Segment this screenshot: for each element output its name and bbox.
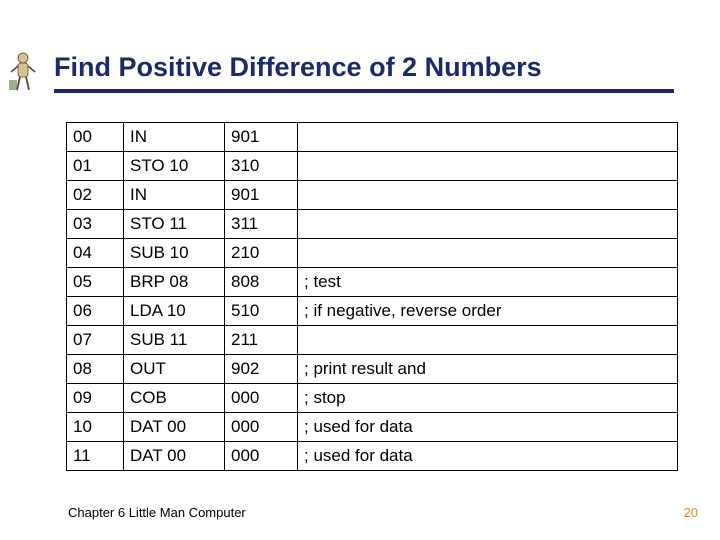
cell-mnemonic: STO 10	[124, 152, 225, 181]
cell-address: 11	[67, 442, 124, 471]
cell-address: 09	[67, 384, 124, 413]
page-title: Find Positive Difference of 2 Numbers	[54, 52, 674, 87]
cell-mnemonic: BRP 08	[124, 268, 225, 297]
title-block: Find Positive Difference of 2 Numbers	[54, 52, 674, 93]
cell-opcode: 510	[225, 297, 298, 326]
cell-opcode: 000	[225, 442, 298, 471]
cell-opcode: 210	[225, 239, 298, 268]
cell-comment: ; stop	[298, 384, 678, 413]
table-row: 11DAT 00000; used for data	[67, 442, 678, 471]
table-row: 03STO 11311	[67, 210, 678, 239]
cell-opcode: 311	[225, 210, 298, 239]
cell-comment	[298, 181, 678, 210]
table-row: 08OUT902; print result and	[67, 355, 678, 384]
cell-comment	[298, 326, 678, 355]
cell-address: 03	[67, 210, 124, 239]
table-row: 05BRP 08808; test	[67, 268, 678, 297]
slide-decoration-figure	[6, 50, 40, 94]
footer-chapter: Chapter 6 Little Man Computer	[68, 505, 246, 520]
cell-mnemonic: COB	[124, 384, 225, 413]
table-row: 07SUB 11211	[67, 326, 678, 355]
cell-opcode: 211	[225, 326, 298, 355]
cell-comment: ; test	[298, 268, 678, 297]
cell-mnemonic: LDA 10	[124, 297, 225, 326]
cell-opcode: 000	[225, 413, 298, 442]
cell-mnemonic: DAT 00	[124, 413, 225, 442]
cell-mnemonic: DAT 00	[124, 442, 225, 471]
cell-comment	[298, 210, 678, 239]
table-row: 01STO 10310	[67, 152, 678, 181]
cell-address: 07	[67, 326, 124, 355]
page-number: 20	[684, 505, 698, 520]
cell-mnemonic: STO 11	[124, 210, 225, 239]
cell-address: 08	[67, 355, 124, 384]
cell-address: 00	[67, 123, 124, 152]
table-row: 06LDA 10510; if negative, reverse order	[67, 297, 678, 326]
table-row: 02IN901	[67, 181, 678, 210]
cell-address: 01	[67, 152, 124, 181]
cell-opcode: 901	[225, 181, 298, 210]
cell-opcode: 901	[225, 123, 298, 152]
cell-address: 04	[67, 239, 124, 268]
program-table: 00IN90101STO 1031002IN90103STO 1131104SU…	[66, 122, 678, 471]
cell-comment: ; print result and	[298, 355, 678, 384]
cell-opcode: 310	[225, 152, 298, 181]
cell-mnemonic: IN	[124, 123, 225, 152]
cell-mnemonic: OUT	[124, 355, 225, 384]
table-row: 09COB000; stop	[67, 384, 678, 413]
cell-opcode: 902	[225, 355, 298, 384]
table-row: 04SUB 10210	[67, 239, 678, 268]
cell-mnemonic: SUB 10	[124, 239, 225, 268]
cell-mnemonic: IN	[124, 181, 225, 210]
table-row: 10DAT 00000; used for data	[67, 413, 678, 442]
cell-address: 10	[67, 413, 124, 442]
cell-address: 06	[67, 297, 124, 326]
cell-comment	[298, 239, 678, 268]
cell-comment: ; used for data	[298, 413, 678, 442]
title-underline	[54, 89, 674, 93]
cell-comment	[298, 123, 678, 152]
cell-address: 05	[67, 268, 124, 297]
cell-mnemonic: SUB 11	[124, 326, 225, 355]
cell-opcode: 000	[225, 384, 298, 413]
cell-comment: ; if negative, reverse order	[298, 297, 678, 326]
cell-comment	[298, 152, 678, 181]
table-row: 00IN901	[67, 123, 678, 152]
cell-address: 02	[67, 181, 124, 210]
cell-opcode: 808	[225, 268, 298, 297]
lmc-table: 00IN90101STO 1031002IN90103STO 1131104SU…	[66, 122, 678, 471]
cell-comment: ; used for data	[298, 442, 678, 471]
